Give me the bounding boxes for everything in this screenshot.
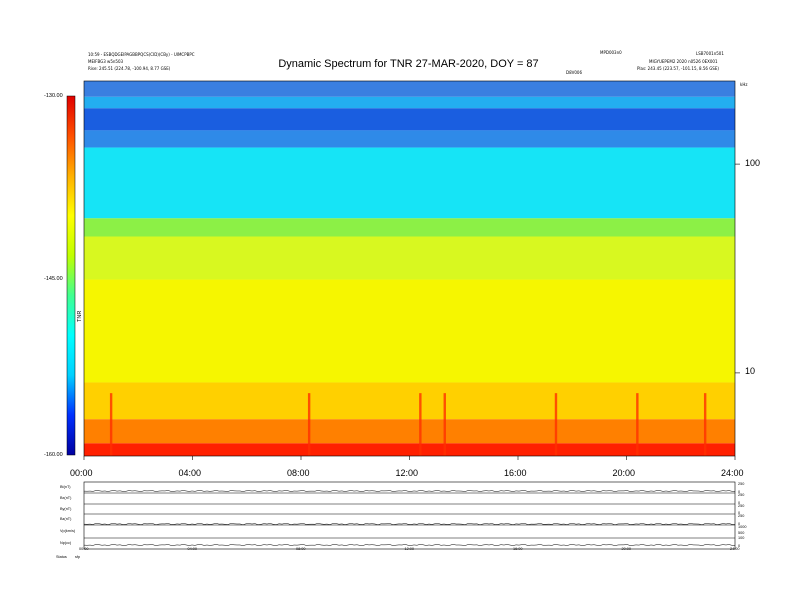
lower-x-tick-label: 16:00 — [513, 547, 523, 551]
colorbar-tick-bottom: -160.00 — [44, 452, 63, 458]
y-tick-marks — [735, 163, 740, 374]
row-label-vp: Vp(km/s) — [60, 529, 76, 533]
footer-status-value: sfp — [75, 555, 81, 559]
lower-right-tick: 0 — [738, 511, 741, 515]
burst-spike — [443, 393, 446, 456]
lower-right-tick: 0 — [738, 544, 741, 548]
lower-right-tick: 250 — [738, 504, 745, 508]
x-tick-label: 04:00 — [178, 468, 202, 478]
x-tick-marks — [83, 456, 736, 460]
lower-panel — [83, 481, 736, 550]
header-info-right-3: Plas: 243.45 (223.57, -101.15, 8.56 GSE) — [637, 66, 719, 71]
row-label-bz: Bz(nT) — [60, 517, 72, 521]
lower-right-tick: 100 — [738, 536, 745, 540]
x-tick-label: 16:00 — [504, 468, 527, 478]
y-tick-10: 10 — [745, 366, 756, 376]
lower-right-tick: 0 — [738, 522, 741, 526]
chart-title: Dynamic Spectrum for TNR 27-MAR-2020, DO… — [278, 58, 539, 70]
lower-x-tick-label: 12:00 — [404, 547, 415, 551]
colorbar — [67, 96, 75, 455]
spectrum-band — [84, 443, 735, 456]
spectrum-band — [84, 279, 735, 383]
spectrum-band — [84, 218, 735, 237]
lower-right-tick: 250 — [738, 493, 745, 497]
x-tick-label: 08:00 — [287, 468, 310, 478]
colorbar-tick-mid: -145.00 — [44, 276, 63, 282]
burst-spike — [419, 393, 422, 456]
header-info-right-1: LSB7001n501 — [696, 51, 724, 56]
lower-x-tick-label: 20:00 — [621, 547, 632, 551]
row-label-bx: Bx(nT) — [60, 496, 72, 500]
row-label-bt: Bt(nT) — [60, 485, 71, 489]
spectrum-band — [84, 236, 735, 280]
vp-trace — [83, 522, 736, 526]
x-tick-label: 00:00 — [70, 468, 93, 478]
burst-spike — [636, 393, 639, 456]
x-tick-label: 12:00 — [395, 468, 419, 478]
burst-spike — [307, 393, 311, 456]
lower-right-tick: 1000 — [738, 525, 747, 529]
y-tick-100: 100 — [745, 158, 761, 168]
x-tick-label: 20:00 — [612, 468, 636, 478]
np-trace — [83, 544, 736, 546]
bt-trace — [83, 490, 736, 492]
burst-spike — [109, 393, 113, 456]
lower-right-tick: 0 — [738, 490, 741, 494]
header-center-small: MPD003n0 — [600, 50, 622, 55]
spectrum-band — [84, 147, 735, 219]
row-label-np: Np(cc) — [60, 541, 72, 545]
spectrum-band — [84, 108, 735, 131]
lower-right-tick: 500 — [738, 531, 745, 535]
spectrum-band — [84, 81, 735, 97]
lower-right-tick: 250 — [738, 482, 745, 486]
lower-x-tick-label: 08:00 — [296, 547, 306, 551]
lower-panel-frame — [83, 481, 736, 550]
spike-marker-label: D8V006 — [566, 70, 582, 75]
lower-x-tick-label: 04:00 — [187, 547, 198, 551]
row-label-by: By(nT) — [60, 507, 72, 511]
lower-x-tick-label: 24:00 — [730, 547, 740, 551]
colorbar-label: TNR — [77, 310, 83, 322]
burst-spike — [554, 393, 558, 456]
lower-right-tick: 250 — [738, 514, 745, 518]
header-info-left-1: 10:59 - ESBQDGEIPAGBBPQCS(CID)(CBy) - UI… — [88, 52, 195, 57]
spectrum-band — [84, 382, 735, 420]
colorbar-frame — [66, 95, 76, 456]
spectrum-band — [84, 96, 735, 109]
lower-x-tick-label: 00:00 — [79, 547, 89, 551]
spectrogram-spikes — [109, 393, 707, 456]
header-info-left-3: Rise: 245.51 (224.78, -100.94, 8.77 GSE) — [88, 66, 171, 71]
colorbar-tick-top: -130.00 — [44, 93, 63, 99]
lower-right-tick: 0 — [738, 501, 741, 505]
x-tick-label: 24:00 — [721, 468, 744, 478]
header-info-right-2: MIGYUEPEM2 2020 n0526 0EX001 — [649, 59, 718, 64]
spectrogram-bands — [84, 81, 735, 456]
header-info-left-2: MEIFBG3 w5n503 — [88, 59, 124, 64]
axis-unit-label: kHz — [740, 82, 748, 87]
spectrum-band — [84, 419, 735, 444]
burst-spike — [703, 393, 707, 456]
footer-status-label: Status — [56, 555, 67, 559]
spectrum-band — [84, 130, 735, 148]
